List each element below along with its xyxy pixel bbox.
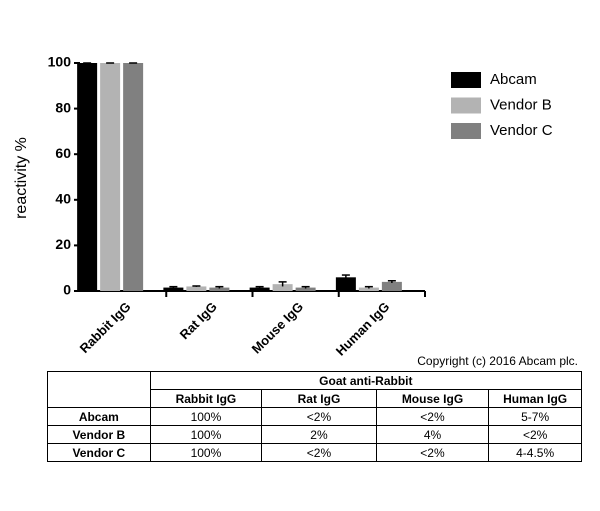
- table-cell: Mouse IgG: [375, 389, 490, 408]
- y-tick-label: 40: [55, 191, 71, 207]
- legend-label: Abcam: [490, 71, 537, 88]
- table-cell: 4%: [375, 425, 490, 444]
- bar: [123, 63, 144, 291]
- bar: [335, 277, 356, 291]
- table-cell: <2%: [375, 407, 490, 426]
- table-row: Vendor C 100% <2% <2% 4-4.5%: [47, 443, 582, 462]
- table-cell: Goat anti-Rabbit: [149, 371, 583, 390]
- bar: [100, 63, 121, 291]
- table-cell: 100%: [149, 407, 263, 426]
- bar: [272, 284, 293, 291]
- y-tick-label: 20: [55, 236, 71, 252]
- copyright: Copyright (c) 2016 Abcam plc.: [417, 354, 578, 368]
- data-table: Goat anti-Rabbit Rabbit IgG Rat IgG Mouse I…: [47, 371, 583, 462]
- x-tick-label: Human IgG: [333, 299, 393, 359]
- legend-label: Vendor C: [490, 122, 553, 139]
- legend-swatch: [451, 97, 481, 114]
- bar: [381, 281, 402, 291]
- table-row: Vendor B 100% 2% 4% <2%: [47, 425, 582, 444]
- y-tick-label: 100: [48, 54, 72, 70]
- bar: [358, 287, 379, 291]
- chart: reactivity % Copyright (c) 2016 Abcam pl…: [13, 54, 578, 368]
- table-row: Goat anti-Rabbit: [47, 371, 583, 408]
- y-tick-label: 0: [63, 282, 71, 298]
- y-tick-label: 60: [55, 145, 71, 161]
- table-cell: Rabbit IgG: [149, 389, 263, 408]
- bar: [209, 287, 230, 291]
- table-cell: 5-7%: [488, 407, 582, 426]
- bar: [186, 286, 207, 291]
- bar: [163, 287, 184, 291]
- y-axis-label: reactivity %: [13, 137, 30, 219]
- table-cell: [47, 371, 151, 408]
- table-cell: 100%: [149, 425, 263, 444]
- bar: [77, 63, 98, 291]
- legend-swatch: [451, 123, 481, 139]
- table-cell: Vendor C: [47, 443, 151, 462]
- table-row: Abcam 100% <2% <2% 5-7%: [47, 407, 582, 426]
- table-cell: Abcam: [47, 407, 151, 426]
- table-cell: 100%: [149, 443, 263, 462]
- legend-label: Vendor B: [490, 96, 552, 113]
- table-cell: Vendor B: [47, 425, 151, 444]
- bar: [295, 287, 316, 291]
- table-cell: <2%: [261, 407, 377, 426]
- table-cell: <2%: [488, 425, 582, 444]
- table-cell: Rat IgG: [261, 389, 377, 408]
- legend-swatch: [451, 72, 481, 88]
- y-tick-label: 80: [55, 99, 71, 115]
- bar: [249, 287, 270, 291]
- x-tick-label: Rabbit IgG: [77, 299, 134, 356]
- x-tick-label: Mouse IgG: [249, 299, 307, 357]
- table-cell: <2%: [375, 443, 490, 462]
- table-cell: Human IgG: [488, 389, 582, 408]
- table-cell: 4-4.5%: [488, 443, 582, 462]
- table-cell: <2%: [261, 443, 377, 462]
- x-tick-label: Rat IgG: [177, 299, 220, 342]
- table-cell: 2%: [261, 425, 377, 444]
